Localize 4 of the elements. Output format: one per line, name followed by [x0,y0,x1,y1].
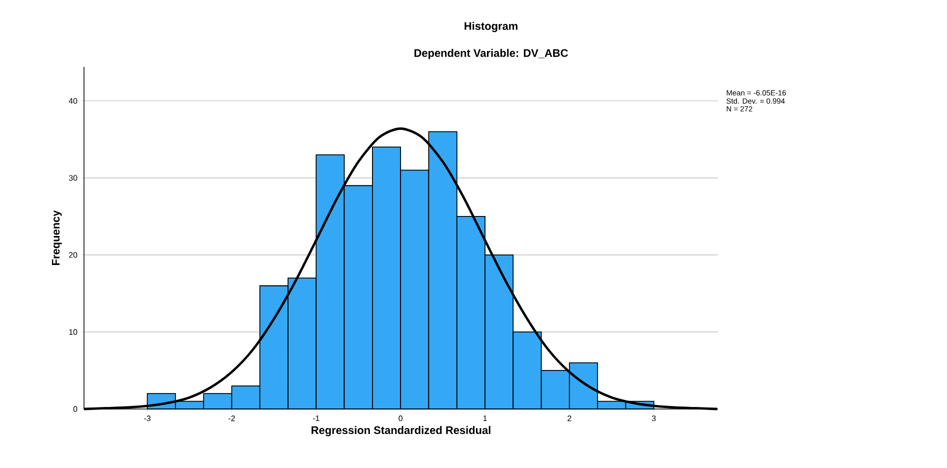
x-axis-title: Regression Standardized Residual [312,426,490,436]
y-axis-title: Frequency [52,210,62,265]
chart-title: Histogram [464,22,518,32]
chart-subtitle: Dependent Variable: DV_ABC [414,48,568,60]
